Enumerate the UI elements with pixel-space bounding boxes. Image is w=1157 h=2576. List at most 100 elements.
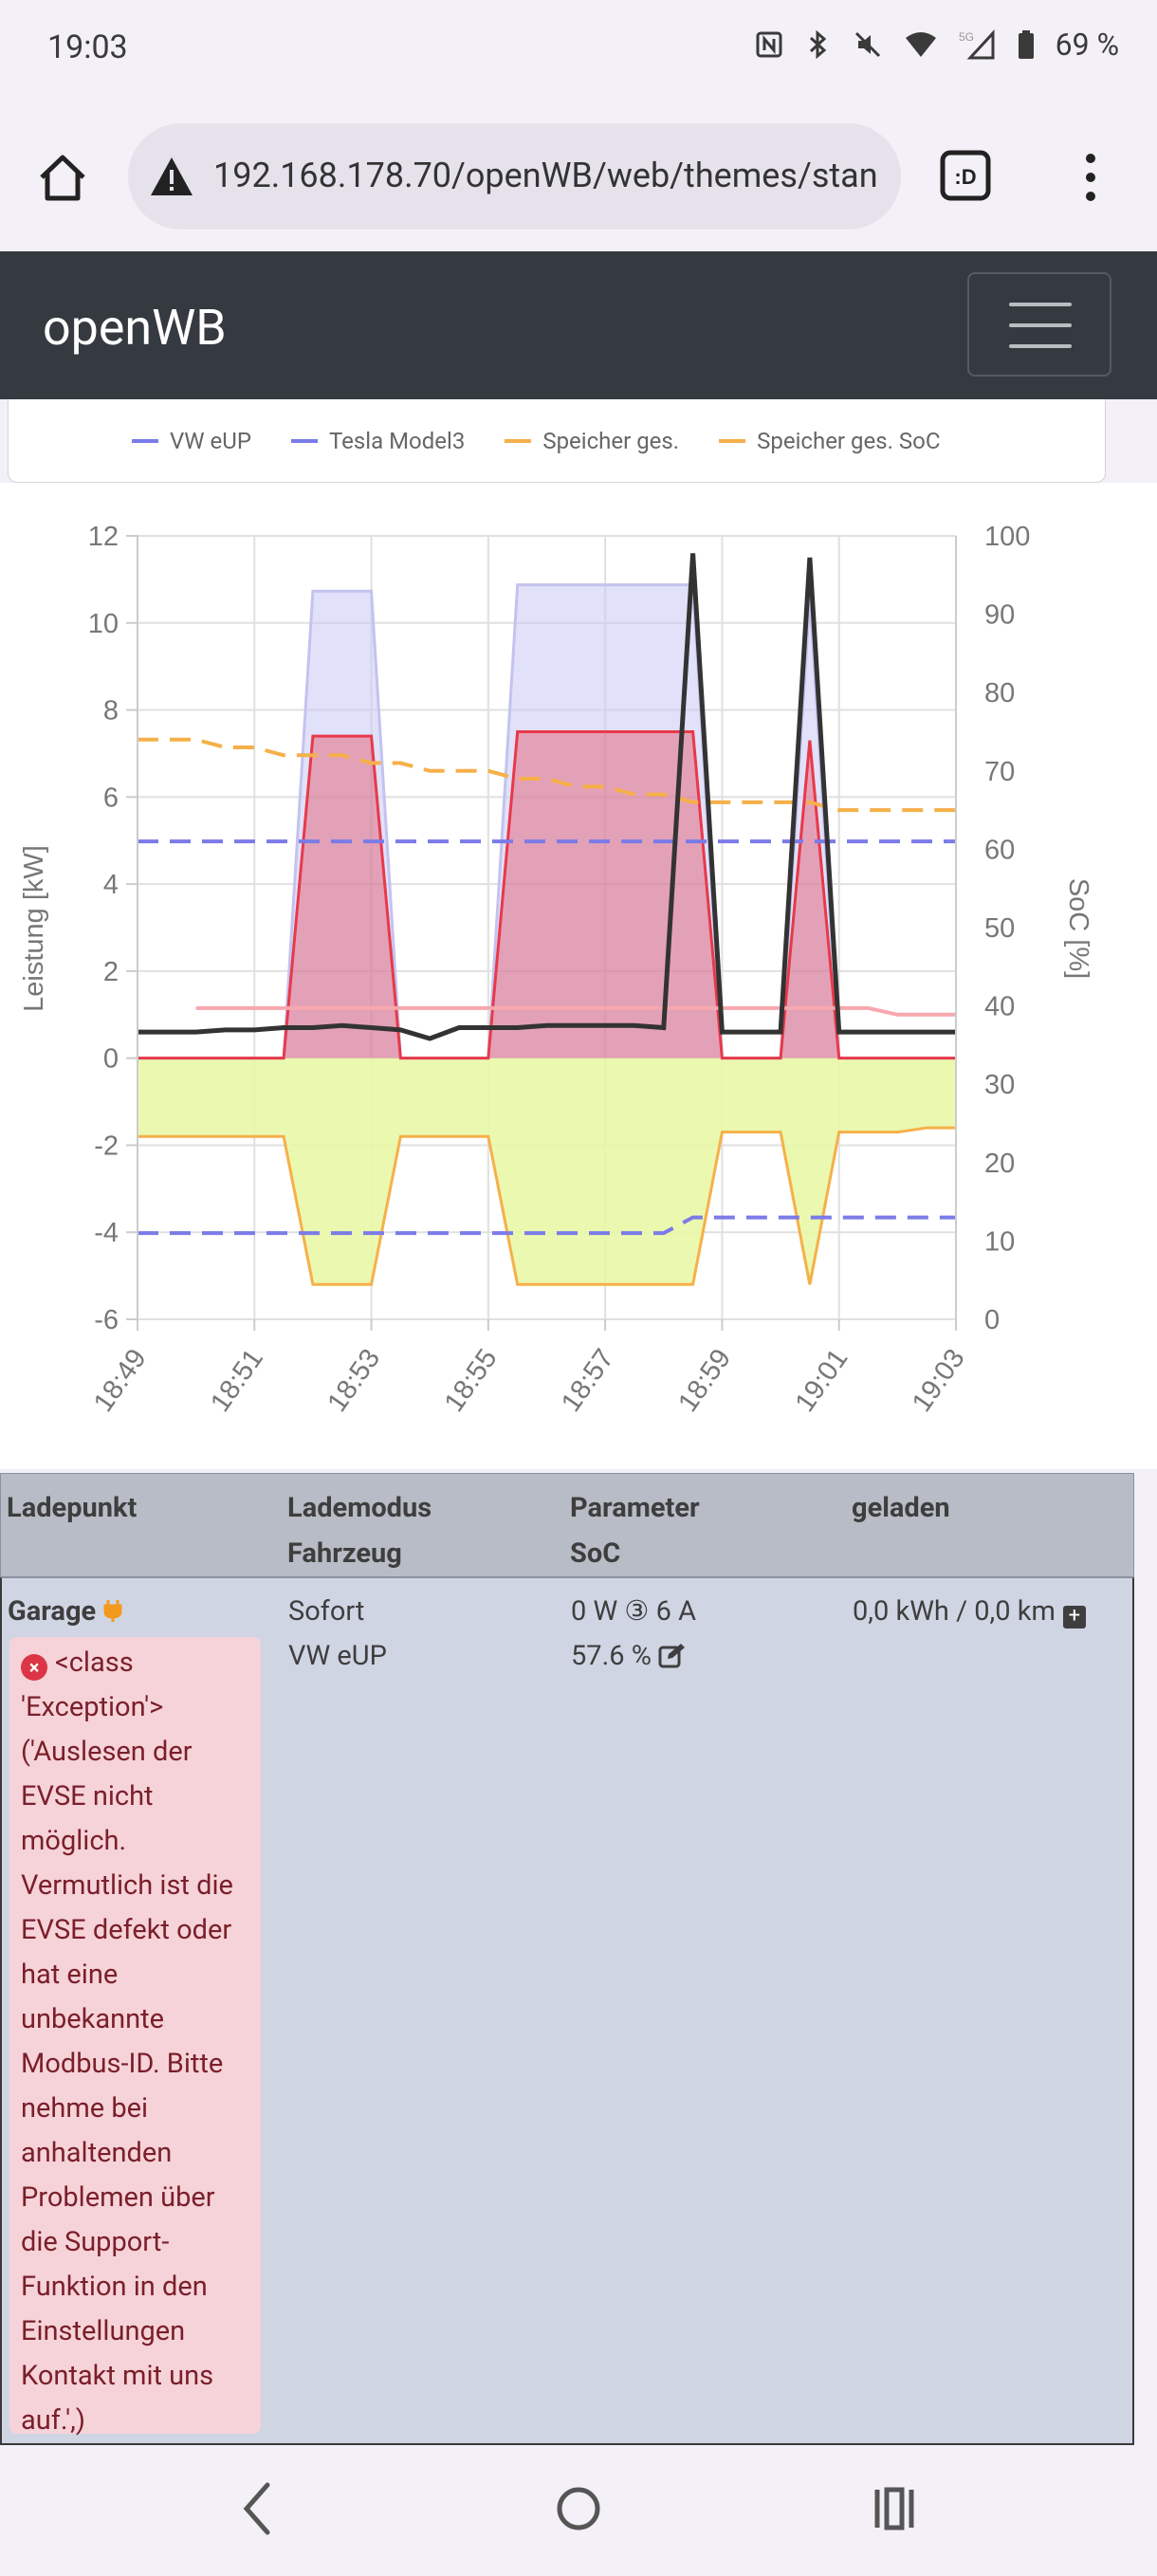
table-header: Ladepunkt Lademodus Fahrzeug Parameter S… [0,1473,1134,1577]
y2-tick-label: 10 [984,1226,1015,1257]
y-tick-label: -2 [94,1131,119,1161]
url-text[interactable]: 192.168.178.70/openWB/web/themes/stan [213,156,877,195]
brand-logo[interactable]: openWB [43,299,227,357]
wifi-icon [904,30,938,59]
x-tick-label: 18:59 [672,1344,737,1418]
y-tick-label: 2 [103,957,119,987]
y2-tick-label: 50 [984,913,1015,944]
charge-mode[interactable]: Sofort [288,1595,365,1628]
error-message: × <class 'Exception'> ('Auslesen der EVSE… [9,1637,261,2437]
y2-tick-label: 80 [984,678,1015,708]
y-tick-label: 4 [103,870,119,900]
storage-line [195,1005,956,1017]
signal-icon: 5G [959,29,997,60]
grid-power-line [138,1126,956,1286]
home-nav-icon[interactable] [557,2487,600,2530]
back-icon[interactable] [243,2482,270,2535]
status-icons: 5G 69 % [754,27,1119,63]
mute-icon [853,29,883,60]
y2-tick-label: 100 [984,522,1030,552]
legend-item[interactable]: Tesla Model3 [290,428,466,454]
overflow-menu-button[interactable] [1076,147,1105,208]
browser-toolbar: 192.168.178.70/openWB/web/themes/stan :D [0,100,1157,251]
error-text: <class 'Exception'> ('Auslesen der EVSE … [21,1647,233,2437]
soc-line [138,1215,956,1236]
chart-legend: VW eUP Tesla Model3 Speicher ges. Speicher … [8,399,1106,483]
charged-value: 0,0 kWh / 0,0 km [853,1595,1056,1628]
y-tick-label: -4 [94,1218,119,1248]
x-tick-label: 18:49 [88,1344,153,1418]
legend-item[interactable]: VW eUP [132,428,251,454]
plug-icon [103,1600,122,1622]
y-tick-label: -6 [94,1305,119,1335]
x-tick-label: 19:01 [790,1344,854,1418]
tab-count: :D [954,165,976,189]
battery-icon [1018,29,1035,60]
navbar-toggle-button[interactable] [967,272,1111,377]
y2-tick-label: 90 [984,600,1015,631]
grid-power-area [138,1058,956,1285]
soc-value-cell: 57.6 % [571,1634,687,1679]
legend-label: Tesla Model3 [328,428,466,454]
chart-container: 12 10 8 6 4 2 0 -2 -4 -6 100 90 80 70 60 50 40 30 20 10 0 18:… [0,483,1157,1469]
vehicle-name: VW eUP [288,1640,387,1672]
legend-swatch [505,439,532,443]
tab-switcher-button[interactable]: :D [939,149,992,202]
chargepoint-name: Garage [8,1590,123,1634]
x-tick-label: 18:53 [321,1344,386,1418]
header-parameter-label: Parameter [570,1492,700,1524]
house-consumption-line [138,553,956,1041]
bluetooth-icon [805,29,832,60]
edit-icon[interactable] [658,1642,687,1668]
y2-axis-label: SoC [%] [1063,878,1093,979]
header-lademodus: Lademodus Fahrzeug [287,1485,432,1576]
hamburger-line [1009,323,1072,327]
more-vert-icon [1086,154,1095,201]
y-tick-label: 8 [103,696,119,727]
hamburger-line [1009,303,1072,306]
y-tick-label: 0 [103,1044,119,1075]
table-row: Garage × <class 'Exception'> ('Auslesen d… [0,1577,1134,2445]
header-fahrzeug-label: Fahrzeug [287,1537,402,1570]
status-time: 19:03 [47,28,128,66]
system-navigation-bar [0,2445,1157,2572]
charge-power-area [138,731,956,1058]
address-bar[interactable]: 192.168.178.70/openWB/web/themes/stan [128,123,901,230]
charge-power-line [138,730,956,1060]
legend-item[interactable]: Speicher ges. [505,428,679,454]
y-axis-label: Leistung [kW] [19,845,49,1012]
y2-tick-label: 30 [984,1070,1015,1100]
chargepoint-name-label: Garage [8,1595,97,1628]
svg-text:5G: 5G [959,30,974,44]
header-lademodus-label: Lademodus [287,1492,432,1524]
y2-tick-label: 20 [984,1149,1015,1179]
expand-icon[interactable]: + [1062,1606,1086,1628]
chargepoint-table: Ladepunkt Lademodus Fahrzeug Parameter S… [0,1473,1134,2445]
legend-label: VW eUP [170,428,251,454]
y-tick-label: 6 [103,782,119,813]
legend-swatch [719,439,746,443]
y2-tick-label: 0 [984,1305,1000,1335]
soc-value: 57.6 % [571,1640,652,1672]
home-button[interactable] [34,149,91,206]
legend-label: Speicher ges. SoC [757,428,941,454]
chart-fills [138,584,956,1285]
x-tick-label: 18:57 [556,1344,620,1418]
nfc-icon [754,29,784,60]
x-tick-label: 18:51 [205,1344,269,1418]
y2-tick-label: 70 [984,757,1015,787]
legend-item[interactable]: Speicher ges. SoC [719,428,940,454]
header-parameter: Parameter SoC [570,1485,700,1576]
charged-amount: 0,0 kWh / 0,0 km + [853,1590,1086,1634]
recents-icon[interactable] [874,2487,914,2530]
y-tick-label: 12 [88,522,119,552]
x-tick-label: 19:03 [907,1344,971,1418]
home-icon [40,155,85,201]
warning-icon[interactable] [149,154,194,199]
legend-swatch [290,439,318,443]
total-charge-area [138,584,956,1058]
status-bar: 19:03 5G 69 % [0,0,1157,100]
y2-tick-label: 40 [984,992,1015,1022]
header-geladen: geladen [852,1492,950,1524]
hamburger-line [1009,344,1072,348]
